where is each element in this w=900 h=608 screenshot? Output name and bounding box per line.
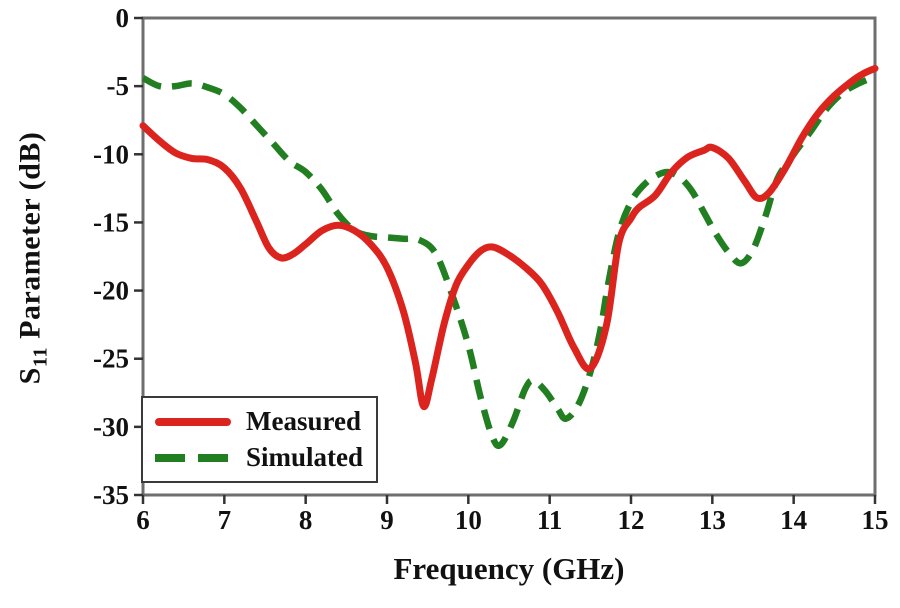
y-axis-title: S11 Parameter (dB) bbox=[14, 132, 53, 385]
y-tick-label: -15 bbox=[93, 207, 129, 237]
y-tick-label: 0 bbox=[116, 3, 130, 33]
x-tick-label: 13 bbox=[699, 505, 726, 535]
legend: Measured Simulated bbox=[141, 396, 378, 483]
x-tick-label: 11 bbox=[537, 505, 563, 535]
x-tick-label: 12 bbox=[618, 505, 645, 535]
y-tick-label: -35 bbox=[93, 480, 129, 510]
x-tick-label: 10 bbox=[455, 505, 482, 535]
x-tick-label: 14 bbox=[780, 505, 807, 535]
x-tick-label: 9 bbox=[380, 505, 394, 535]
x-tick-label: 7 bbox=[218, 505, 232, 535]
y-tick-label: -10 bbox=[93, 139, 129, 169]
y-tick-label: -20 bbox=[93, 276, 129, 306]
measured-curve bbox=[139, 64, 879, 411]
y-axis-title-base: S bbox=[13, 367, 47, 385]
y-tick-label: -5 bbox=[107, 71, 130, 101]
y-axis-title-rest: Parameter (dB) bbox=[13, 131, 47, 347]
legend-label-measured: Measured bbox=[246, 406, 361, 436]
plot-frame bbox=[141, 16, 877, 497]
x-tick-label: 8 bbox=[299, 505, 313, 535]
measured-line-swatch bbox=[155, 417, 231, 426]
x-tick-label: 15 bbox=[862, 505, 889, 535]
legend-label-simulated: Simulated bbox=[246, 442, 364, 472]
legend-item-simulated: Simulated bbox=[155, 442, 376, 473]
legend-item-measured: Measured bbox=[155, 406, 376, 437]
simulated-line-swatch bbox=[155, 453, 231, 462]
x-axis-title: Frequency (GHz) bbox=[393, 551, 625, 586]
y-tick-label: -30 bbox=[93, 412, 129, 442]
y-tick-label: -25 bbox=[93, 344, 129, 374]
y-axis-title-subscript: 11 bbox=[29, 346, 52, 368]
x-tick-label: 6 bbox=[136, 505, 150, 535]
simulated-curve bbox=[141, 73, 877, 450]
